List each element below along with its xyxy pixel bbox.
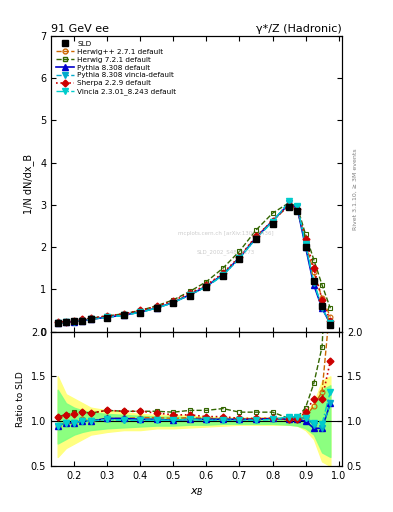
- Y-axis label: 1/N dN/dx_B: 1/N dN/dx_B: [24, 154, 35, 214]
- Text: γ*/Z (Hadronic): γ*/Z (Hadronic): [256, 24, 342, 34]
- Legend: SLD, Herwig++ 2.7.1 default, Herwig 7.2.1 default, Pythia 8.308 default, Pythia : SLD, Herwig++ 2.7.1 default, Herwig 7.2.…: [55, 39, 178, 96]
- Text: mcplots.cern.ch [arXiv:1306.3436]: mcplots.cern.ch [arXiv:1306.3436]: [178, 231, 274, 237]
- Text: 91 GeV ee: 91 GeV ee: [51, 24, 109, 34]
- X-axis label: $x_B$: $x_B$: [190, 486, 203, 498]
- Text: SLD_2002_S4869273: SLD_2002_S4869273: [196, 249, 255, 254]
- Y-axis label: Ratio to SLD: Ratio to SLD: [16, 371, 25, 426]
- Text: Rivet 3.1.10, ≥ 3M events: Rivet 3.1.10, ≥ 3M events: [353, 148, 358, 230]
